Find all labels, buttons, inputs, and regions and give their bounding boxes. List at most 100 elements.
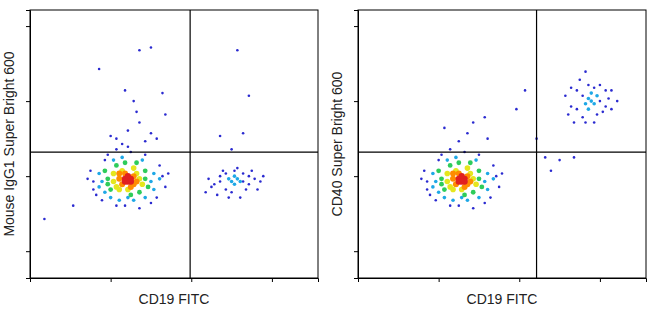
point	[227, 177, 231, 181]
point	[115, 204, 118, 207]
series	[116, 170, 139, 189]
tick	[600, 278, 601, 282]
tick-mark	[519, 278, 520, 282]
tick-mark	[26, 176, 30, 177]
point	[115, 148, 118, 151]
tick	[26, 176, 30, 177]
point	[584, 102, 588, 106]
point	[219, 135, 222, 138]
point	[134, 160, 139, 165]
plot-frame	[30, 10, 318, 278]
point	[124, 89, 127, 92]
point	[131, 165, 137, 171]
point	[524, 89, 527, 92]
tick	[111, 278, 112, 282]
x-axis-title: CD19 FITC	[467, 291, 538, 307]
point	[495, 175, 498, 178]
point	[124, 204, 127, 207]
point	[137, 190, 142, 195]
series	[97, 156, 242, 202]
point	[245, 188, 248, 191]
series	[111, 165, 145, 192]
point	[479, 184, 484, 189]
point	[105, 182, 110, 187]
point	[593, 121, 596, 124]
point	[604, 89, 607, 92]
point	[150, 46, 153, 49]
x-axis	[31, 278, 319, 282]
point	[589, 91, 593, 95]
tick-mark	[272, 278, 273, 282]
point	[120, 156, 124, 160]
point	[576, 108, 579, 111]
point	[158, 164, 161, 167]
point	[610, 89, 613, 92]
point	[596, 113, 599, 116]
series	[456, 173, 468, 185]
point	[445, 158, 449, 162]
panel: CD19 FITCMouse IgG1 Super Bright 600	[1, 10, 319, 307]
series	[43, 46, 264, 220]
point	[483, 180, 487, 184]
point	[474, 158, 478, 162]
point	[515, 108, 518, 111]
point	[106, 153, 109, 156]
point	[429, 194, 432, 197]
point	[567, 113, 570, 116]
point	[456, 178, 462, 184]
point	[250, 170, 253, 173]
point	[216, 194, 219, 197]
point	[450, 170, 456, 176]
point	[437, 159, 440, 162]
point	[616, 100, 619, 103]
point	[439, 182, 444, 187]
point	[595, 94, 599, 98]
point	[466, 198, 470, 202]
point	[95, 194, 98, 197]
point	[584, 70, 587, 73]
point	[248, 175, 251, 178]
point	[478, 153, 481, 156]
point	[450, 187, 456, 193]
point	[109, 135, 112, 138]
point	[486, 137, 489, 140]
point	[584, 121, 587, 124]
axis-line	[359, 279, 647, 283]
tick	[354, 251, 358, 252]
point	[259, 180, 262, 183]
point	[472, 121, 475, 124]
point	[233, 174, 237, 178]
point	[222, 170, 225, 173]
point	[550, 170, 553, 173]
series	[431, 91, 599, 202]
point	[592, 102, 596, 106]
plot-area	[358, 10, 646, 278]
point	[434, 180, 438, 184]
point	[587, 84, 590, 87]
point	[135, 111, 138, 114]
point	[86, 178, 89, 181]
point	[116, 187, 122, 193]
point	[111, 171, 117, 177]
point	[573, 121, 576, 124]
point	[570, 105, 573, 108]
point	[431, 185, 435, 189]
quadrant-line	[30, 151, 318, 152]
point	[256, 188, 259, 191]
series	[450, 170, 473, 189]
axis-line	[31, 279, 319, 283]
series	[436, 160, 484, 197]
tick	[26, 251, 30, 252]
point	[454, 156, 458, 160]
point	[581, 116, 584, 119]
point	[604, 105, 607, 108]
point	[150, 132, 153, 135]
y-axis-title: Mouse IgG1 Super Bright 600	[1, 51, 17, 236]
point	[593, 86, 596, 89]
point	[116, 176, 122, 182]
point	[127, 145, 130, 148]
point	[167, 172, 170, 175]
point	[262, 175, 265, 178]
point	[498, 186, 501, 189]
panel: CD19 FITCCD40 Super Bright 600	[329, 10, 647, 307]
